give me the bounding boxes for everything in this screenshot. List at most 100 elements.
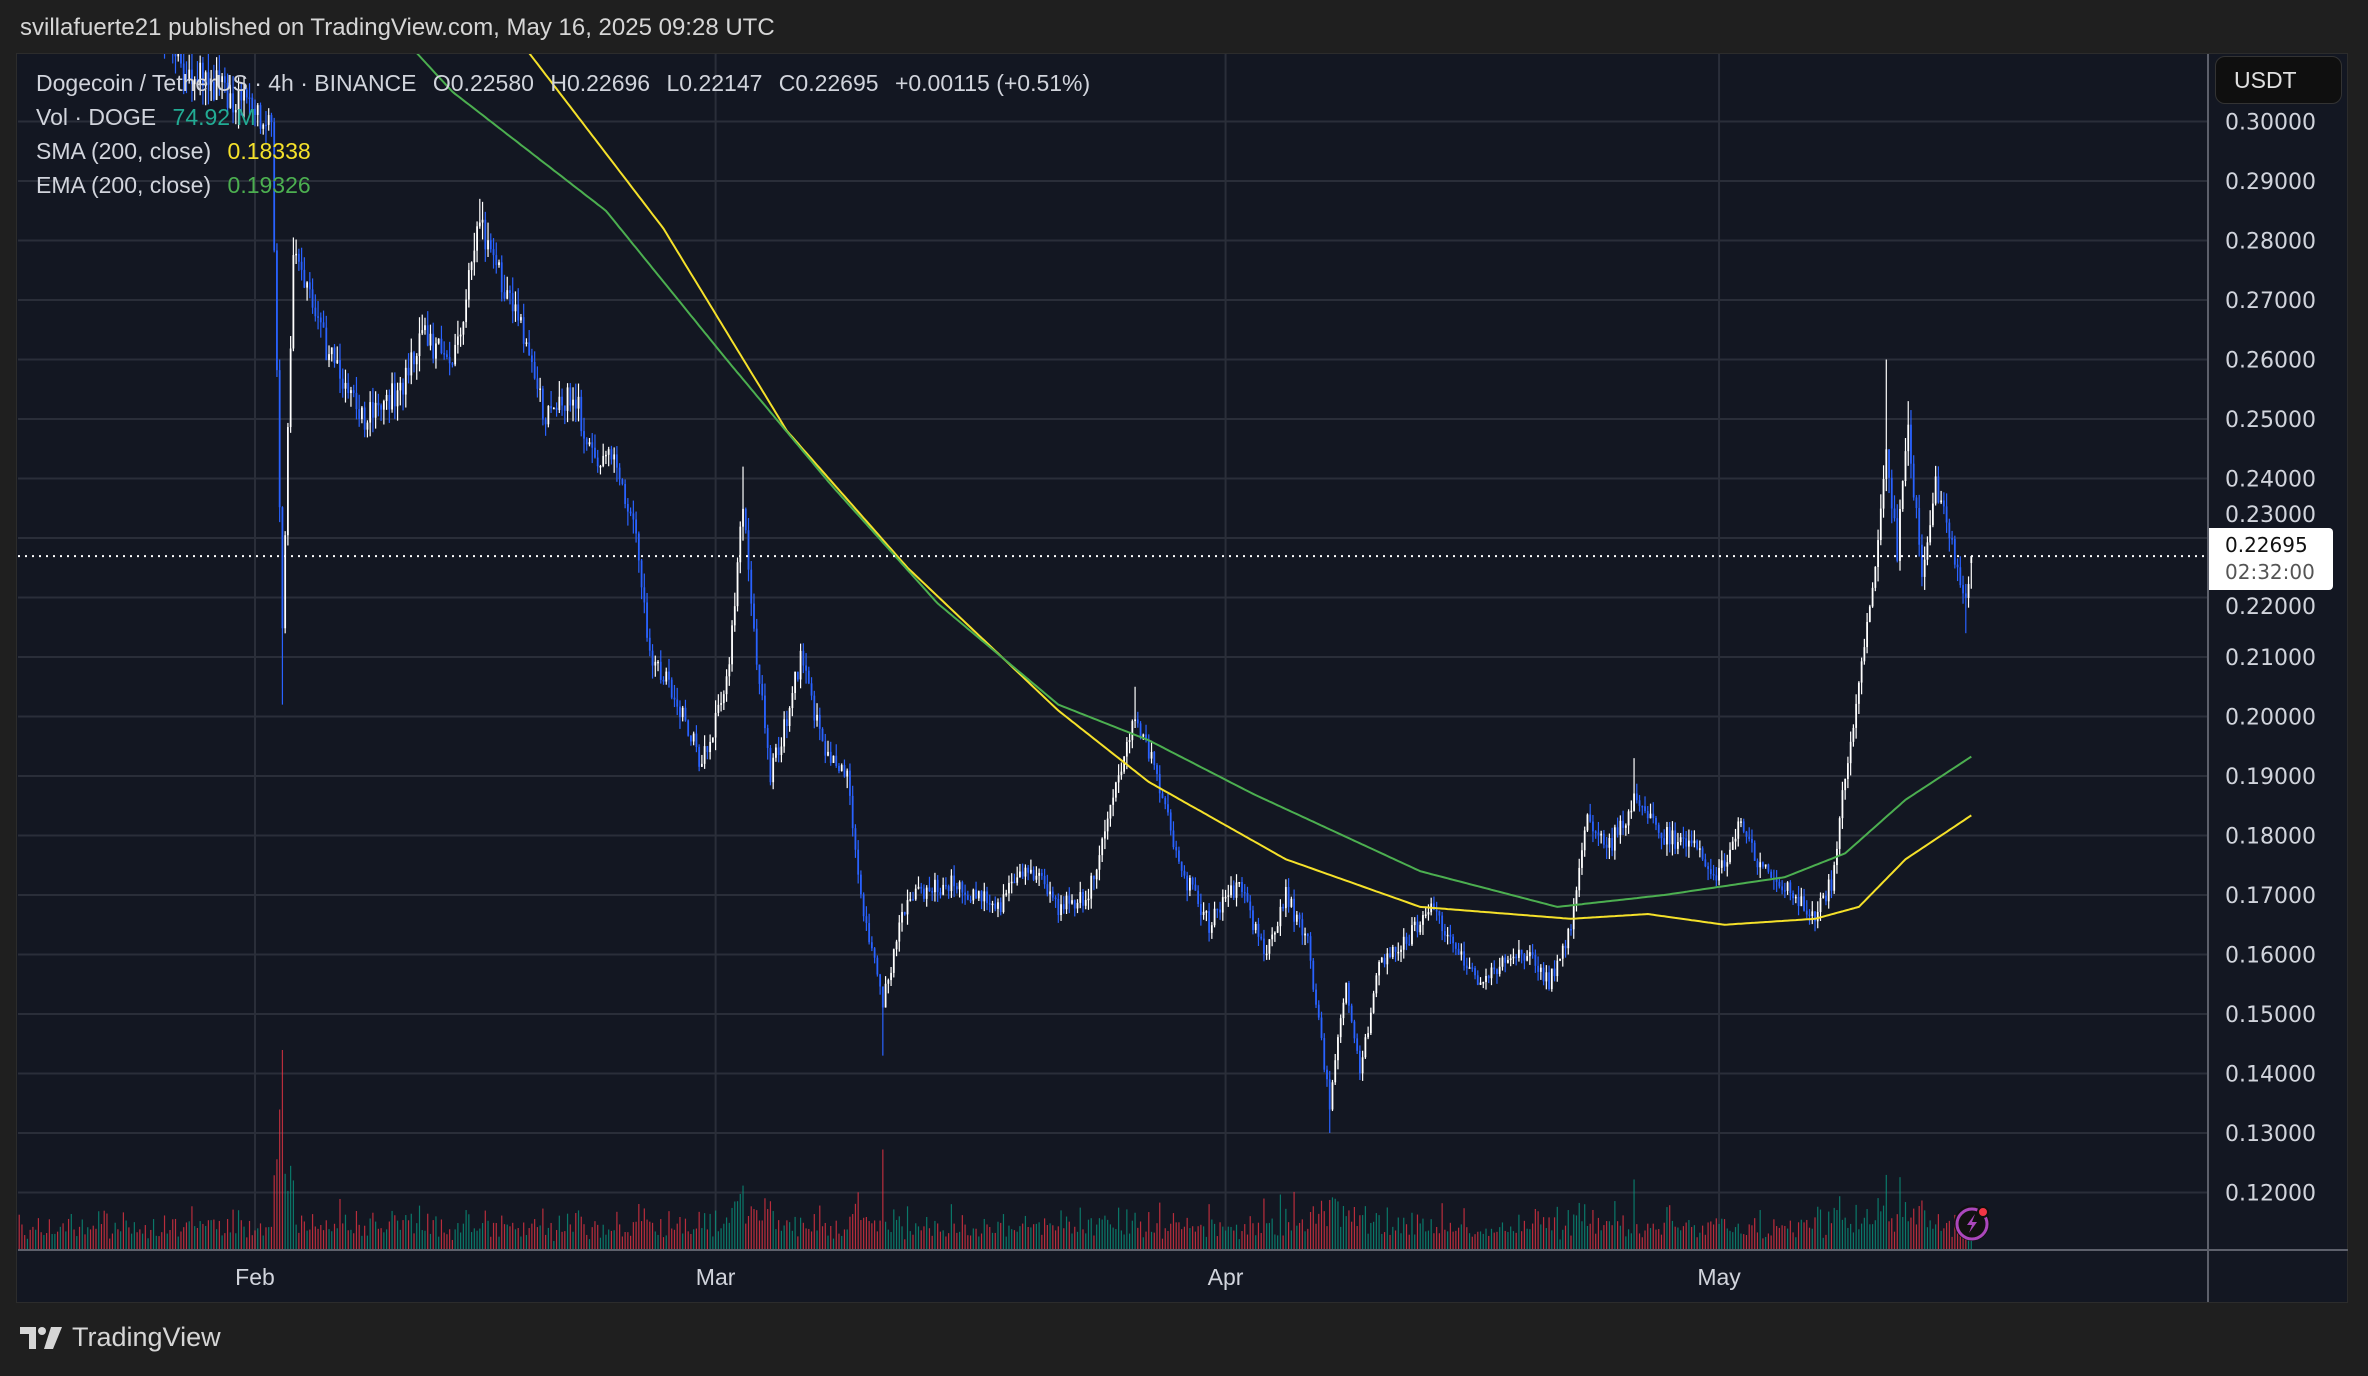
volume-bar <box>224 1233 226 1250</box>
volume-bar <box>29 1229 31 1250</box>
ema-legend[interactable]: EMA (200, close) 0.19326 <box>36 172 321 199</box>
volume-bar <box>1910 1217 1912 1250</box>
volume-bar <box>1589 1223 1591 1250</box>
volume-bar <box>1844 1217 1846 1250</box>
volume-bar <box>1501 1222 1504 1250</box>
candle-body <box>270 115 273 123</box>
candle-body <box>827 751 829 756</box>
volume-bar <box>1564 1225 1567 1250</box>
volume-bar <box>1663 1222 1665 1250</box>
candle-body <box>1038 872 1041 876</box>
candle-body <box>1687 840 1690 847</box>
candle-body <box>1537 965 1539 972</box>
volume-bar <box>67 1218 70 1250</box>
candle-body <box>629 511 632 514</box>
symbol-legend[interactable]: Dogecoin / TetherUS · 4h · BINANCE O0.22… <box>36 70 1100 97</box>
volume-bar <box>1227 1226 1229 1250</box>
sma-legend[interactable]: SMA (200, close) 0.18338 <box>36 138 321 165</box>
volume-bar <box>942 1230 944 1250</box>
volume-bar <box>1493 1232 1495 1250</box>
volume-bar <box>1951 1236 1953 1250</box>
tradingview-logo[interactable]: TradingView <box>20 1322 221 1353</box>
volume-bar <box>983 1218 985 1250</box>
volume-bar <box>76 1236 78 1250</box>
volume-bar <box>1814 1217 1816 1250</box>
candle-body <box>1476 975 1479 985</box>
volume-bar <box>1079 1207 1081 1250</box>
candle-body <box>854 828 857 850</box>
candle-body <box>1219 909 1221 913</box>
candle-body <box>1457 948 1460 955</box>
candle-body <box>531 355 533 362</box>
volume-bar <box>1005 1236 1007 1250</box>
candle-body <box>487 240 489 250</box>
volume-bar <box>684 1218 687 1250</box>
volume-bar <box>624 1232 626 1250</box>
candle-body <box>1770 871 1773 878</box>
volume-bar <box>1224 1230 1227 1250</box>
candle-body <box>1720 860 1723 868</box>
volume-bar <box>1888 1221 1890 1250</box>
candle-body <box>424 325 426 331</box>
candle-body <box>599 465 602 468</box>
candle-body <box>533 361 536 379</box>
candle-body <box>1877 540 1879 567</box>
candle-body <box>1962 585 1964 594</box>
volume-bar <box>210 1220 212 1250</box>
candle-body <box>1474 968 1476 976</box>
candle-body <box>835 755 838 766</box>
candle-body <box>440 338 443 354</box>
volume-bar <box>1441 1203 1443 1250</box>
volume-bar <box>1518 1214 1520 1250</box>
volume-bar <box>476 1230 478 1250</box>
volume-bar <box>1773 1219 1775 1250</box>
volume-bar <box>303 1221 305 1250</box>
volume-bar <box>114 1222 116 1250</box>
candle-body <box>1756 860 1759 868</box>
candle-body <box>1208 911 1210 933</box>
candle-body <box>1145 734 1147 740</box>
volume-bar <box>470 1232 473 1250</box>
candle-body <box>1657 824 1660 833</box>
candle-body <box>240 89 243 101</box>
volume-bar <box>843 1229 846 1250</box>
candle-body <box>890 972 892 981</box>
volume-bar <box>1463 1208 1465 1250</box>
volume-bar <box>1392 1226 1394 1250</box>
volume-bar <box>734 1201 736 1250</box>
volume-bar <box>421 1230 423 1250</box>
volume-bar <box>1584 1204 1586 1250</box>
candle-body <box>1959 567 1962 586</box>
candle-body <box>1844 778 1847 791</box>
candle-body <box>1460 951 1463 955</box>
volume-bar <box>1137 1227 1139 1250</box>
volume-bar <box>969 1235 972 1250</box>
volume-bar <box>1776 1226 1778 1250</box>
currency-button[interactable]: USDT <box>2215 56 2342 104</box>
symbol-name: Dogecoin / TetherUS · 4h · BINANCE <box>36 70 417 96</box>
volume-bar <box>583 1224 585 1250</box>
chart-panel[interactable] <box>16 53 2348 1303</box>
volume-bar <box>1666 1207 1668 1250</box>
candle-body <box>344 382 347 389</box>
candle-body <box>1550 968 1553 990</box>
candle-body <box>1301 919 1304 936</box>
volume-bar <box>1216 1236 1218 1250</box>
candle-body <box>174 54 177 57</box>
volume-bar <box>901 1226 903 1250</box>
volume-bar <box>1913 1208 1915 1250</box>
volume-bar <box>1172 1213 1175 1250</box>
candle-body <box>467 270 470 300</box>
candle-body <box>1910 424 1912 464</box>
volume-legend[interactable]: Vol · DOGE 74.92 M <box>36 104 266 131</box>
candle-body <box>1276 926 1279 933</box>
candle-body <box>1054 897 1057 900</box>
candle-body <box>426 325 429 346</box>
candle-body <box>975 889 977 899</box>
candle-body <box>314 307 317 317</box>
volume-bar <box>1419 1223 1421 1250</box>
candle-body <box>747 530 750 570</box>
candle-body <box>1945 506 1948 523</box>
lightning-icon[interactable] <box>1952 1203 1992 1243</box>
